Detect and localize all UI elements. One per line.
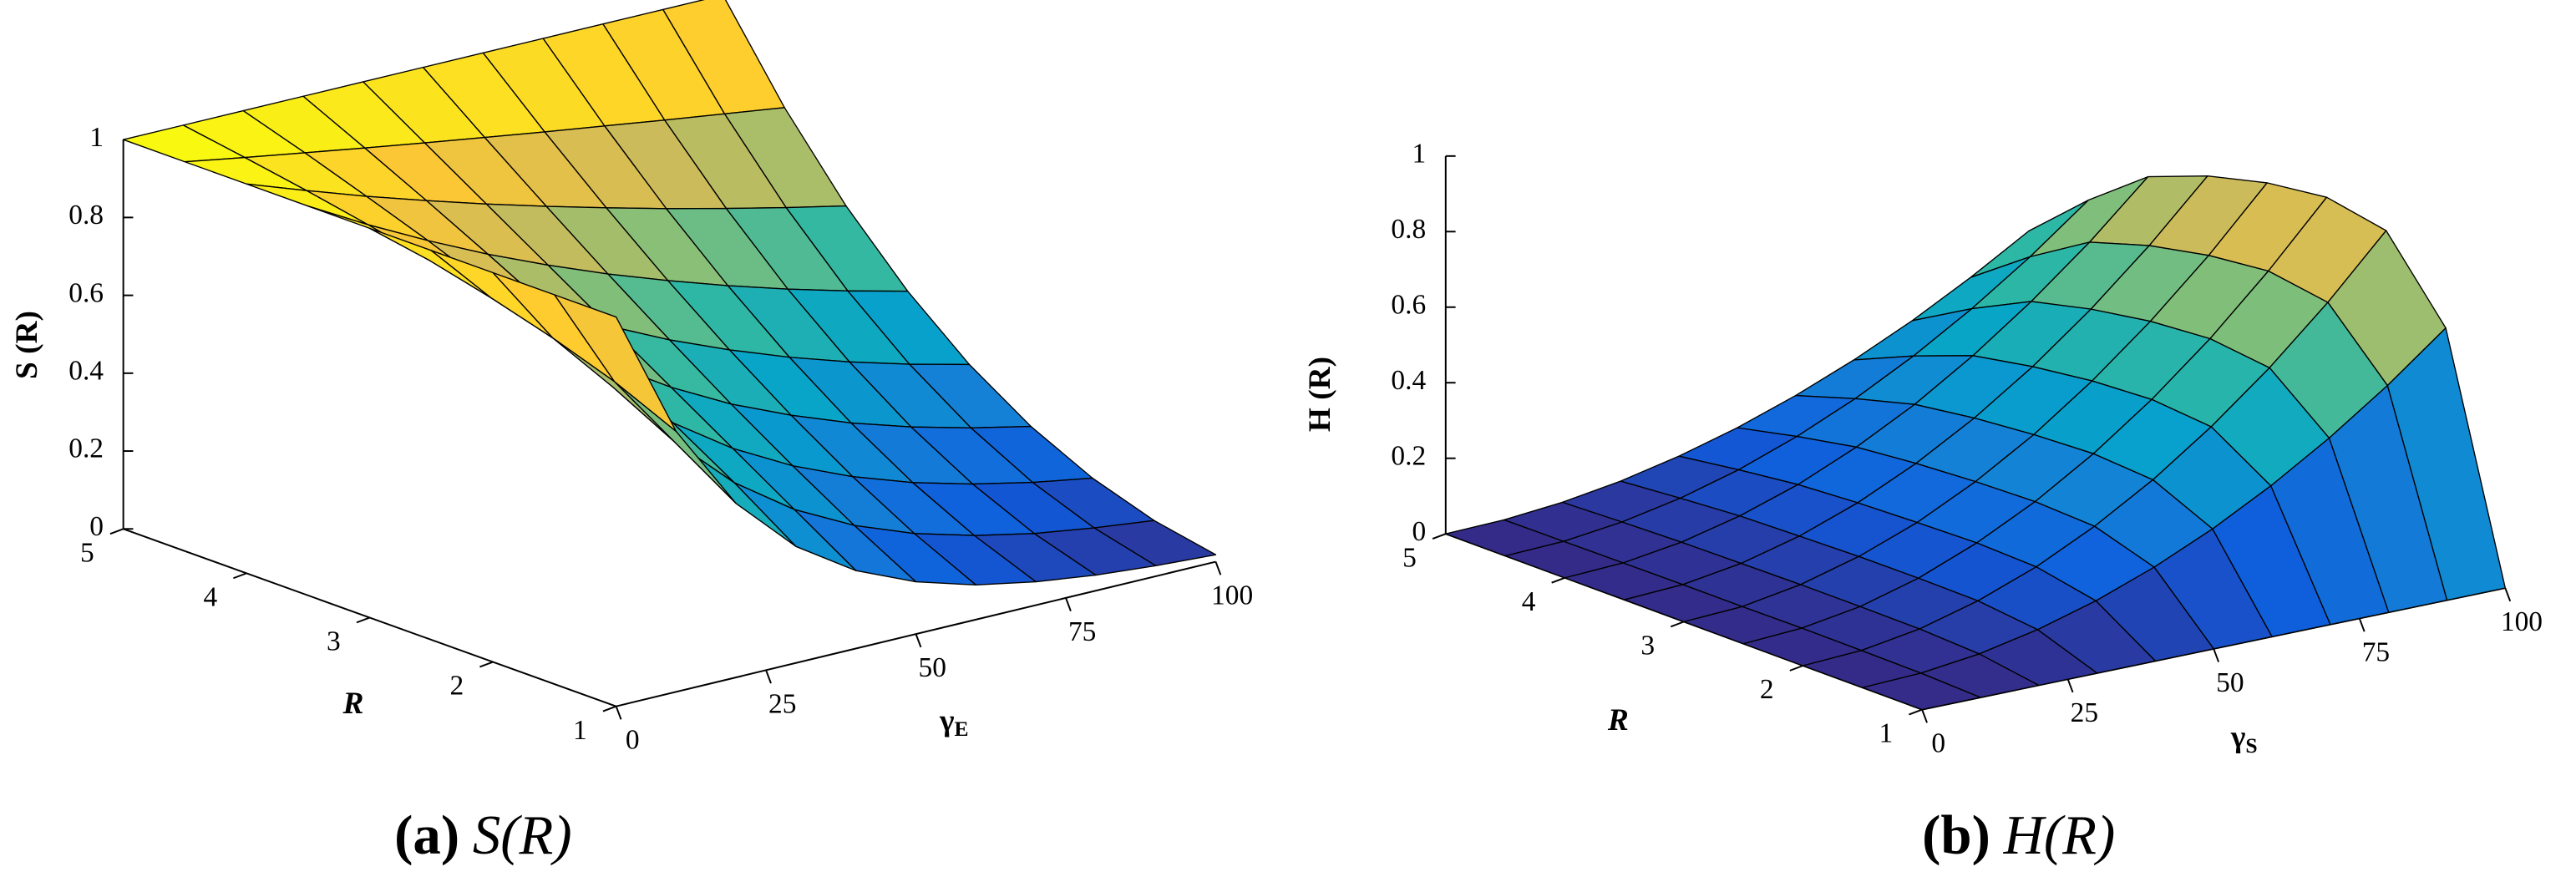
z-tick-label: 0.2 [68,433,104,464]
x-tick [2066,678,2074,693]
x-tick [915,633,922,648]
x-axis-label: γS [2230,720,2258,758]
y-tick-label: 2 [450,671,464,702]
x-tick-label: 0 [626,725,640,756]
x-tick [2213,648,2220,662]
caption-label: (a) [394,804,459,866]
x-tick-label: 0 [1931,728,1945,759]
x-tick-label: 25 [2071,697,2098,728]
x-axis-label: γE [939,703,969,741]
x-axis-subscript: E [955,717,969,741]
x-tick-label: 100 [2501,606,2543,637]
caption-text: S(R) [473,804,572,866]
y-axis-label: R [342,687,364,721]
surface-patch [554,294,677,433]
y-tick [1789,665,1803,672]
z-tick-label: 0.8 [68,200,104,231]
x-tick [2504,587,2512,602]
x-axis-subscript: S [2245,733,2257,758]
x-tick-label: 50 [2216,667,2244,698]
z-tick-label: 1 [1412,139,1426,170]
y-tick [356,616,370,624]
caption: (a) S(R) [394,804,572,866]
y-tick [1432,533,1447,540]
y-tick [1551,576,1565,584]
y-tick [1670,621,1685,628]
z-tick-label: 1 [89,122,104,153]
x-tick [1214,561,1222,575]
z-tick-label: 0 [89,511,104,542]
x-tick-label: 25 [768,688,796,719]
y-tick-label: 3 [1640,631,1655,661]
caption: (b) H(R) [1922,804,2115,866]
z-tick-label: 0.4 [1391,365,1426,396]
y-tick-label: 4 [204,582,218,613]
z-tick-label: 0.6 [1391,289,1426,320]
y-tick-label: 1 [1879,718,1894,749]
x-tick [615,706,622,720]
y-tick-label: 2 [1760,674,1774,705]
y-tick [109,528,124,535]
x-tick [765,670,772,684]
y-tick-label: 1 [573,715,587,746]
z-axis-label: S (R) [10,311,44,379]
z-axis-label: H (R) [1303,357,1337,432]
x-tick-label: 75 [1068,616,1096,647]
x-axis-symbol: γ [2230,720,2245,754]
x-tick [1921,709,1928,723]
y-tick-label: 3 [327,626,341,657]
z-tick-label: 0.2 [1391,440,1426,471]
caption-label: (b) [1922,804,1990,866]
caption-text: H(R) [2003,804,2116,866]
y-tick [479,661,494,668]
x-tick-label: 75 [2362,636,2390,667]
y-tick-label: 5 [80,537,94,568]
x-tick [2358,618,2366,632]
x-axis-symbol: γ [939,703,954,737]
x-tick-label: 50 [919,652,946,683]
surface-patch [1862,672,1981,711]
y-tick [233,572,247,580]
z-tick-label: 0.8 [1391,214,1426,245]
y-axis-label: R [1607,703,1629,737]
y-tick-label: 4 [1522,586,1536,617]
x-tick [1065,597,1072,611]
y-tick [602,705,616,712]
z-tick-label: 0.6 [68,277,104,308]
z-tick-label: 0.4 [68,355,104,386]
y-tick [1909,708,1923,716]
x-tick-label: 100 [1211,580,1253,611]
y-tick-label: 5 [1402,542,1417,573]
z-tick-label: 0 [1412,516,1426,547]
x-axis [616,560,1216,707]
